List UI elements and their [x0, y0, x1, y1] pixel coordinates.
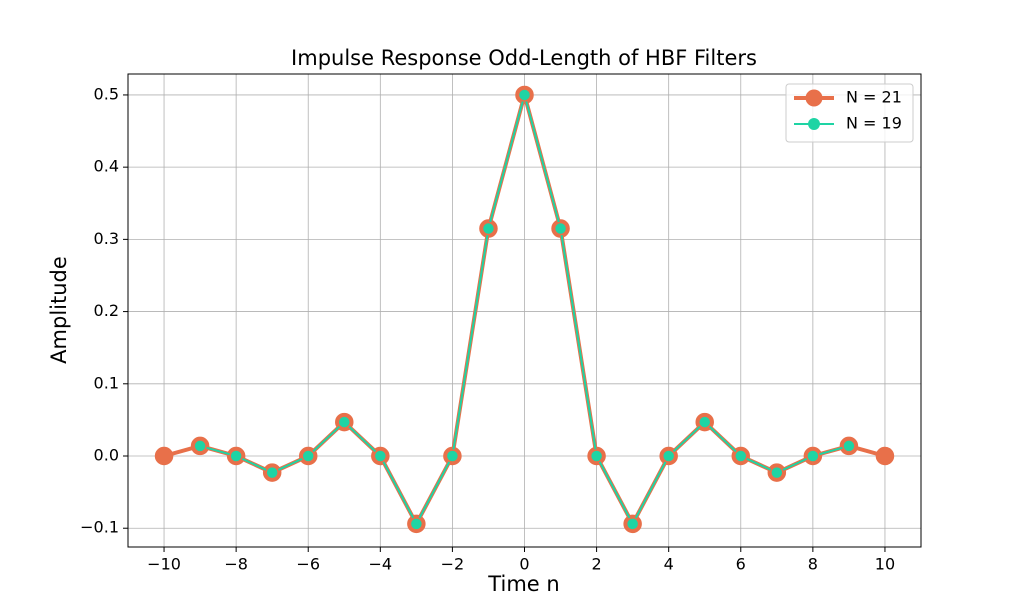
data-point — [625, 517, 640, 531]
plot-frame — [127, 73, 922, 548]
data-point — [337, 415, 352, 429]
legend-marker — [805, 89, 823, 107]
data-point — [229, 449, 243, 463]
data-point — [409, 517, 424, 531]
x-tick-label: 10 — [875, 555, 895, 574]
x-tick-label: 8 — [808, 555, 818, 574]
legend-label: N = 19 — [846, 114, 902, 133]
y-tick-label: 0.0 — [94, 446, 119, 465]
data-point — [875, 446, 895, 466]
x-tick-label: −4 — [369, 555, 393, 574]
x-axis-label: Time n — [487, 572, 559, 596]
data-point — [806, 449, 820, 463]
chart-title: Impulse Response Odd-Length of HBF Filte… — [291, 46, 757, 70]
x-tick-label: −8 — [224, 555, 248, 574]
data-point — [589, 449, 604, 463]
y-tick-label: 0.5 — [94, 84, 119, 103]
data-point — [553, 221, 568, 236]
data-point — [265, 465, 279, 480]
y-tick-label: 0.1 — [94, 373, 119, 392]
data-point — [193, 439, 207, 453]
legend-marker — [808, 118, 820, 130]
data-point — [697, 415, 712, 429]
y-tick-label: 0.4 — [94, 157, 119, 176]
data-point — [770, 465, 784, 480]
x-tick-label: 6 — [736, 555, 746, 574]
data-point — [734, 449, 748, 463]
data-point — [517, 88, 532, 102]
legend-label: N = 21 — [846, 88, 902, 107]
data-point — [445, 449, 460, 463]
data-point — [373, 449, 388, 463]
y-tick-label: 0.3 — [94, 229, 119, 248]
y-tick-label: −0.1 — [80, 518, 119, 537]
legend: N = 21 N = 19 — [785, 83, 914, 143]
x-tick-label: −10 — [147, 555, 181, 574]
x-tick-label: 0 — [519, 555, 529, 574]
data-point — [481, 221, 496, 236]
x-tick-label: −2 — [441, 555, 465, 574]
x-tick-label: 2 — [591, 555, 601, 574]
x-tick-label: 4 — [664, 555, 674, 574]
data-point — [154, 446, 174, 466]
y-tick-label: 0.2 — [94, 301, 119, 320]
data-point — [301, 449, 315, 463]
data-point — [661, 449, 676, 463]
x-tick-label: −6 — [296, 555, 320, 574]
data-point — [842, 439, 856, 453]
y-axis-label: Amplitude — [47, 256, 71, 364]
